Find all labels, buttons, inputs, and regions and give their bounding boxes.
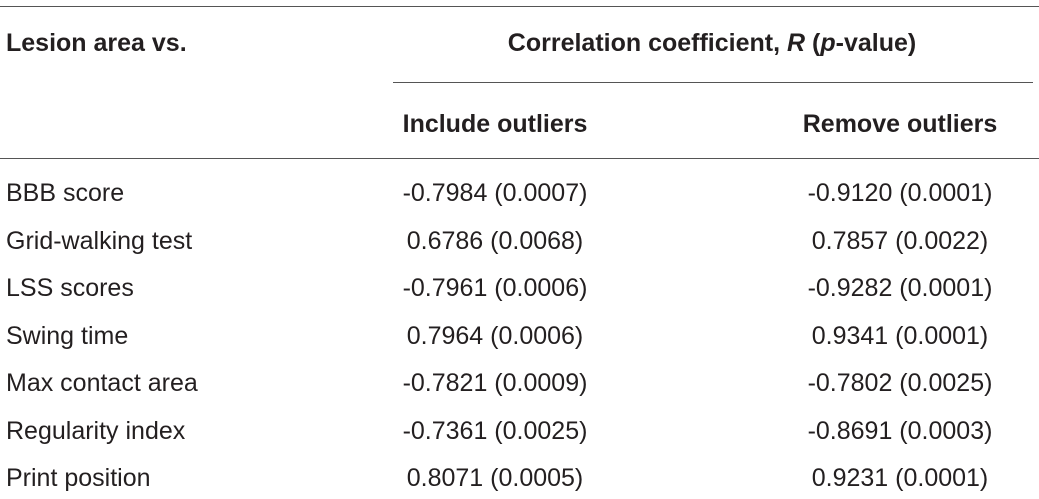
row-label: Regularity index	[6, 416, 186, 445]
stub-header: Lesion area vs.	[6, 29, 187, 57]
value-cell: 0.9231 (0.0001)	[811, 464, 989, 492]
value-cell: 0.8071 (0.0005)	[406, 464, 584, 492]
column-header: Remove outliers	[802, 110, 998, 138]
row-label: BBB score	[6, 179, 125, 207]
value-cell: -0.7802 (0.0025)	[807, 369, 993, 397]
row-label: Swing time	[6, 321, 129, 350]
value-cell: 0.7857 (0.0022)	[811, 226, 989, 255]
row-label: Print position	[6, 464, 151, 492]
spanner-text: -value)	[835, 29, 917, 57]
value-cell: -0.7361 (0.0025)	[402, 416, 588, 445]
row-label: Max contact area	[6, 369, 198, 397]
row-label: Grid-walking test	[6, 226, 193, 255]
spanner-italic: p	[820, 29, 836, 57]
column-header: Include outliers	[402, 110, 588, 138]
spanner-text: (	[805, 29, 821, 57]
spanner-header: Correlation coefficient, R (p-value)	[508, 28, 916, 58]
value-cell: -0.8691 (0.0003)	[807, 416, 993, 445]
spanner-rule	[393, 82, 1033, 83]
value-cell: -0.7984 (0.0007)	[402, 179, 588, 207]
spanner-text: Correlation coefficient,	[507, 29, 787, 57]
value-cell: -0.7821 (0.0009)	[402, 369, 588, 397]
value-cell: 0.6786 (0.0068)	[406, 226, 584, 255]
value-cell: -0.7961 (0.0006)	[402, 274, 588, 302]
row-label: LSS scores	[6, 274, 134, 302]
spanner-italic: R	[787, 29, 806, 57]
header-rule	[0, 158, 1039, 159]
value-cell: -0.9120 (0.0001)	[807, 179, 993, 207]
value-cell: -0.9282 (0.0001)	[807, 274, 993, 302]
value-cell: 0.7964 (0.0006)	[406, 321, 584, 350]
value-cell: 0.9341 (0.0001)	[811, 321, 989, 350]
top-rule	[0, 6, 1039, 7]
